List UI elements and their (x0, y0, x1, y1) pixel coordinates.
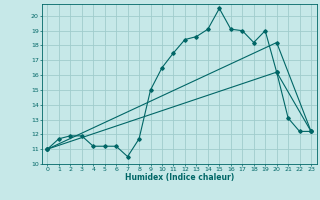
X-axis label: Humidex (Indice chaleur): Humidex (Indice chaleur) (124, 173, 234, 182)
